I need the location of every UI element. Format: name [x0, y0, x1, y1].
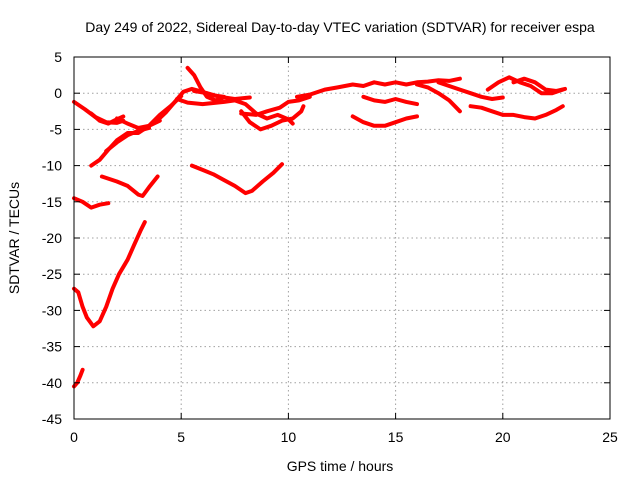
- series-line-arc-24: [72, 367, 85, 389]
- y-tick-label: 5: [54, 49, 62, 65]
- series-line-arc-4: [104, 126, 151, 154]
- y-tick-label: -30: [42, 302, 62, 318]
- series-line-arc-5: [114, 116, 162, 130]
- grid: [74, 57, 610, 419]
- series-line-arc-9: [192, 89, 252, 101]
- y-tick-label: -35: [42, 339, 62, 355]
- x-tick-label: 5: [177, 429, 185, 445]
- y-axis-label: SDTVAR / TECUs: [6, 182, 22, 294]
- series-line-arc-12: [295, 76, 462, 99]
- series-line-arc-19: [511, 76, 567, 93]
- x-tick-label: 0: [70, 429, 78, 445]
- y-tick-label: 0: [54, 85, 62, 101]
- y-tick-label: -20: [42, 230, 62, 246]
- series-line-arc-22: [189, 162, 284, 196]
- series-line-arc-20: [72, 196, 111, 210]
- series-group: [72, 65, 567, 389]
- series-line-arc-15: [415, 82, 462, 114]
- series-line-arc-16: [436, 80, 505, 101]
- y-tick-label: -10: [42, 158, 62, 174]
- y-tick-label: -25: [42, 266, 62, 282]
- y-tick-label: -45: [42, 411, 62, 427]
- y-tick-label: -15: [42, 194, 62, 210]
- x-tick-label: 10: [281, 429, 297, 445]
- series-line-arc-13: [361, 94, 419, 107]
- series-line-arc-14: [350, 114, 419, 128]
- series-line-arc-7: [174, 97, 295, 126]
- y-tick-label: -40: [42, 375, 62, 391]
- ticks: 0 5 10 15 20 25 5 0 -5 -10 -15 -20 -25 -30 -35 -40 -45: [42, 49, 618, 445]
- series-line-arc-21: [99, 174, 160, 198]
- series-line-arc-11: [239, 104, 306, 132]
- y-tick-label: -5: [50, 121, 63, 137]
- series-line-arc-18: [485, 75, 565, 96]
- chart-title: Day 249 of 2022, Sidereal Day-to-day VTE…: [85, 19, 595, 35]
- x-tick-label: 20: [495, 429, 511, 445]
- series-line-arc-17: [468, 104, 565, 121]
- x-tick-label: 15: [388, 429, 404, 445]
- x-axis-label: GPS time / hours: [287, 458, 394, 474]
- series-line-arc-10: [239, 94, 312, 117]
- x-tick-label: 25: [602, 429, 618, 445]
- series-line-arc-23: [72, 220, 147, 329]
